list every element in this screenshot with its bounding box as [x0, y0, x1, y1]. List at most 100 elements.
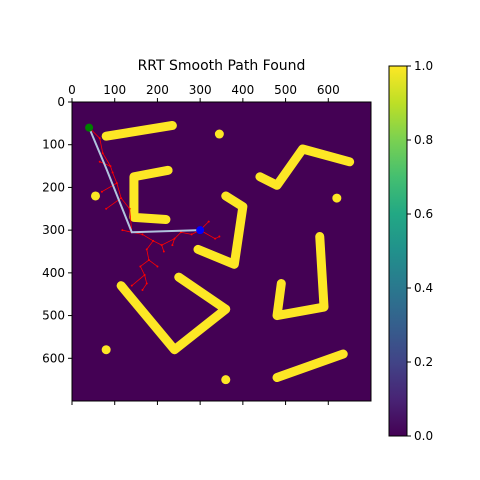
obstacle-dot-3: [90, 191, 100, 201]
tree-edge: [142, 283, 148, 291]
plot-frame: [71, 101, 372, 402]
tree-node: [160, 244, 163, 247]
obstacle-l-shape-right: [272, 232, 329, 321]
obstacle-chevron-top-right: [255, 144, 355, 190]
tree-edge: [116, 183, 122, 199]
tree-edge: [180, 231, 192, 235]
tree-node: [109, 165, 112, 168]
tree-node: [141, 288, 144, 291]
y-axis: 0 100 200 300 400 500 600: [42, 95, 72, 365]
y-tick-label: 600: [42, 351, 65, 365]
colorbar-ticks: 0.0 0.2 0.4 0.6 0.8 1.0: [407, 59, 433, 443]
tree-node: [156, 265, 159, 268]
tree-edge: [139, 266, 145, 276]
tree-edge: [161, 238, 175, 246]
tree-node: [173, 237, 176, 240]
obstacle-v-shape-lower: [116, 272, 231, 355]
x-tick-label: 400: [231, 83, 254, 97]
obstacle-bar-bottom-right: [272, 349, 348, 383]
tree-node: [98, 160, 101, 163]
colorbar-tick-label: 0.0: [414, 429, 433, 443]
obstacle-hook-center: [193, 191, 248, 269]
tree-node: [179, 231, 182, 234]
tree-node: [145, 282, 148, 285]
tree-node: [214, 237, 217, 240]
endpoints: [85, 123, 205, 235]
obstacle-dot-4: [101, 345, 111, 355]
tree-node: [130, 284, 133, 287]
y-tick-label: 100: [42, 138, 65, 152]
colorbar-tick-label: 0.8: [414, 133, 433, 147]
chart-title: RRT Smooth Path Found: [138, 58, 306, 74]
tree-edge: [102, 153, 111, 167]
tree-edge: [144, 274, 148, 284]
tree-node: [115, 182, 118, 185]
y-tick-label: 400: [42, 266, 65, 280]
tree-edge: [140, 259, 150, 267]
tree-node: [145, 248, 148, 251]
tree-edge: [101, 182, 118, 193]
obstacle-dot-5: [221, 375, 231, 385]
tree-node: [101, 152, 104, 155]
x-tick-label: 600: [317, 83, 340, 97]
tree-edge: [131, 274, 145, 286]
tree-edge: [174, 231, 182, 239]
tree-edge: [129, 208, 133, 233]
x-tick-label: 100: [103, 83, 126, 97]
obstacle-dot-1: [214, 129, 224, 139]
x-tick-label: 0: [68, 83, 76, 97]
tree-edge: [110, 165, 113, 173]
obstacle-dot-2: [332, 193, 342, 203]
smooth-path: [88, 127, 201, 234]
colorbar-gradient: [388, 65, 408, 437]
tree-edge: [161, 244, 165, 252]
tree-edge: [99, 138, 104, 154]
tree-node: [143, 273, 146, 276]
tree-node: [147, 259, 150, 262]
tree-node: [218, 235, 221, 238]
x-tick-label: 200: [146, 83, 169, 97]
tree-node: [162, 250, 165, 253]
tree-edge: [120, 197, 130, 210]
tree-node: [171, 244, 174, 247]
tree-node: [121, 229, 124, 232]
obstacles: [90, 120, 355, 385]
tree-node: [105, 207, 108, 210]
tree-edge: [171, 238, 175, 246]
tree-edge: [146, 240, 154, 250]
tree-node: [111, 171, 114, 174]
x-tick-label: 300: [189, 83, 212, 97]
x-axis: 0 100 200 300 400 500 600: [68, 83, 340, 405]
x-tick-label: 500: [274, 83, 297, 97]
colorbar-tick-label: 0.4: [414, 281, 433, 295]
y-tick-label: 300: [42, 223, 65, 237]
tree-edge: [142, 234, 154, 242]
tree-node: [152, 239, 155, 242]
obstacle-c-shape: [129, 165, 173, 224]
smooth-path-line: [88, 127, 201, 234]
tree-node: [100, 190, 103, 193]
colorbar: 0.0 0.2 0.4 0.6 0.8 1.0: [388, 59, 433, 443]
tree-node: [128, 207, 131, 210]
tree-edge: [148, 259, 158, 267]
colorbar-tick-label: 0.2: [414, 355, 433, 369]
start-marker: [85, 123, 94, 132]
tree-node: [120, 197, 123, 200]
tree-edge: [146, 249, 150, 261]
tree-edge: [112, 172, 118, 184]
tree-node: [141, 233, 144, 236]
goal-marker: [196, 226, 205, 235]
tree-node: [139, 265, 142, 268]
tree-node: [98, 137, 101, 140]
plot-area: [71, 101, 372, 402]
obstacle-bar-top-left: [101, 120, 177, 141]
y-tick-label: 200: [42, 180, 65, 194]
colorbar-tick-label: 0.6: [414, 207, 433, 221]
y-tick-label: 500: [42, 309, 65, 323]
tree-edge: [152, 240, 162, 246]
tree-node: [207, 220, 210, 223]
y-tick-label: 0: [57, 95, 65, 109]
tree-node: [190, 233, 193, 236]
tree-edge: [122, 229, 132, 233]
